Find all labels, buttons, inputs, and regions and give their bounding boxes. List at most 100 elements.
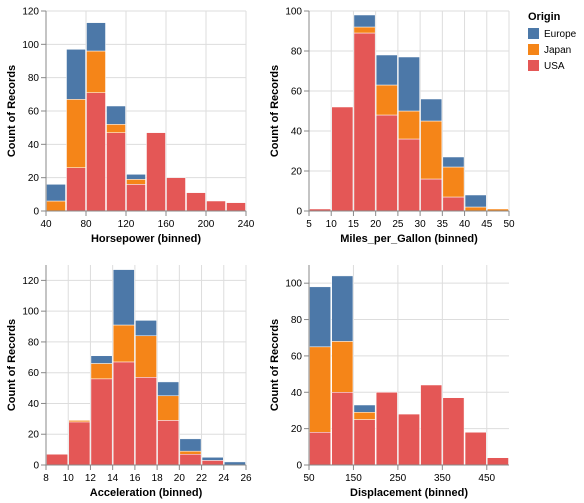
bar-europe (420, 98, 443, 122)
bar-europe (331, 275, 354, 342)
bar-usa (309, 432, 331, 466)
bar-usa (179, 453, 202, 466)
x-axis-title: Miles_per_Gallon (binned) (340, 233, 478, 245)
bar-europe (66, 49, 86, 100)
x-axis-title: Displacement (binned) (350, 487, 468, 499)
y-tick-label: 80 (28, 337, 40, 348)
x-tick-label: 5 (306, 219, 312, 230)
y-tick-label: 40 (291, 388, 303, 399)
bar-europe (375, 54, 398, 86)
bar-japan (66, 99, 86, 168)
legend-title: Origin (528, 11, 561, 23)
bar-usa (420, 384, 443, 466)
bar-japan (420, 120, 443, 180)
x-tick-label: 250 (390, 473, 407, 484)
y-tick-label: 100 (285, 7, 302, 18)
y-axis-title: Count of Records (269, 319, 281, 411)
legend-swatch-usa (528, 60, 539, 71)
bar-europe (353, 404, 376, 413)
x-tick-label: 40 (40, 219, 52, 230)
x-axis-title: Horsepower (binned) (91, 233, 201, 245)
bar-usa (146, 132, 166, 212)
bar-japan (309, 346, 331, 433)
y-tick-label: 20 (291, 167, 303, 178)
y-tick-label: 120 (22, 7, 39, 18)
y-axis-title: Count of Records (6, 319, 18, 411)
x-tick-label: 45 (481, 219, 493, 230)
legend-label-usa: USA (544, 61, 565, 72)
y-tick-label: 100 (22, 40, 39, 51)
y-tick-label: 40 (28, 140, 40, 151)
bar-usa (226, 202, 246, 212)
bar-usa (331, 106, 354, 212)
bar-usa (206, 200, 226, 212)
x-tick-label: 80 (80, 219, 92, 230)
chart-panel-3: 0 20 40 60 80 100 120 8 10 12 14 16 18 20 22 24 26 Accele… (6, 265, 252, 499)
bar-usa (186, 192, 206, 212)
bar-japan (331, 341, 354, 393)
y-axis-title: Count of Records (269, 65, 281, 157)
x-tick-label: 40 (459, 219, 471, 230)
x-tick-label: 450 (478, 473, 495, 484)
bar-japan (106, 124, 126, 133)
bar-usa (398, 138, 420, 212)
x-tick-label: 25 (392, 219, 404, 230)
x-tick-label: 26 (240, 473, 252, 484)
chart-panel-4: 0 20 40 60 80 100 50 150 250 350 450 Displacement (… (269, 265, 509, 499)
y-tick-label: 120 (22, 276, 39, 287)
y-tick-label: 60 (28, 368, 40, 379)
bar-usa (135, 377, 157, 466)
y-tick-label: 60 (291, 87, 303, 98)
y-tick-label: 20 (28, 173, 40, 184)
bar-europe (309, 286, 331, 348)
legend-swatch-japan (528, 44, 539, 55)
bar-usa (353, 419, 376, 466)
bar-europe (90, 355, 113, 364)
bar-europe (86, 22, 106, 52)
bar-usa (68, 421, 91, 466)
bar-japan (442, 166, 465, 198)
x-tick-label: 350 (434, 473, 451, 484)
bar-japan (86, 50, 106, 93)
x-tick-label: 12 (85, 473, 97, 484)
x-tick-label: 35 (437, 219, 449, 230)
bar-usa (66, 167, 86, 212)
bar-usa (201, 460, 224, 466)
bar-europe (126, 174, 146, 180)
bar-europe (179, 438, 202, 452)
x-tick-label: 50 (503, 219, 515, 230)
bar-japan (375, 84, 398, 116)
bar-japan (157, 395, 180, 421)
y-tick-label: 100 (22, 307, 39, 318)
x-tick-label: 20 (370, 219, 382, 230)
bar-usa (464, 432, 487, 466)
legend: Origin Europe Japan USA (528, 11, 577, 72)
y-tick-label: 0 (296, 461, 302, 472)
bar-japan (398, 110, 420, 140)
bar-europe (46, 184, 66, 202)
y-tick-label: 60 (291, 351, 303, 362)
x-tick-label: 18 (152, 473, 164, 484)
bar-usa (420, 178, 443, 212)
chart-panel-1: 0 20 40 60 80 100 120 40 80 120 160 200 240 Horsepowe… (6, 7, 255, 246)
bar-usa (398, 413, 420, 466)
y-tick-label: 100 (285, 279, 302, 290)
x-tick-label: 22 (196, 473, 208, 484)
y-tick-label: 80 (291, 315, 303, 326)
bar-usa (442, 397, 465, 466)
bar-japan (126, 179, 146, 185)
bar-europe (201, 457, 224, 461)
bar-usa (106, 132, 126, 212)
bar-japan (135, 335, 157, 378)
bar-europe (112, 269, 135, 326)
x-tick-label: 240 (238, 219, 255, 230)
x-tick-label: 14 (107, 473, 119, 484)
y-tick-label: 40 (28, 399, 40, 410)
legend-label-japan: Japan (544, 45, 571, 56)
y-tick-label: 20 (291, 424, 303, 435)
bar-europe (106, 105, 126, 125)
legend-swatch-europe (528, 28, 539, 39)
bar-japan (68, 420, 91, 423)
x-tick-label: 8 (43, 473, 49, 484)
y-tick-label: 0 (33, 207, 39, 218)
